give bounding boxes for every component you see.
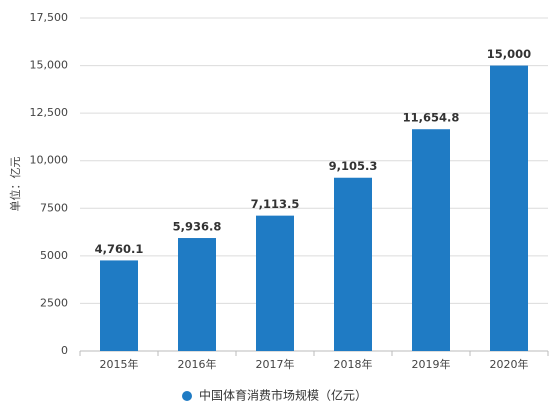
value-label: 9,105.3 [329,159,378,173]
bar [256,215,294,351]
x-tick-label: 2016年 [178,357,217,371]
bar [334,177,372,351]
legend-marker [182,391,192,401]
y-tick-label: 2500 [40,296,68,309]
bar [178,238,216,351]
y-axis-label: 单位：亿元 [8,157,22,212]
y-tick-label: 10,000 [30,154,69,167]
y-tick-label: 15,000 [30,59,69,72]
value-label: 15,000 [487,47,531,61]
x-tick-label: 2019年 [412,357,451,371]
legend-label: 中国体育消费市场规模（亿元） [199,388,367,403]
value-label: 7,113.5 [251,197,300,211]
y-tick-label: 12,500 [30,106,69,119]
bar [412,129,450,351]
y-tick-label: 7500 [40,201,68,214]
x-tick-label: 2017年 [256,357,295,371]
y-tick-label: 0 [61,344,68,357]
x-tick-label: 2020年 [490,357,529,371]
y-tick-label: 5000 [40,249,68,262]
bar [100,260,138,351]
x-tick-label: 2018年 [334,357,373,371]
bar [490,65,528,352]
x-tick-label: 2015年 [100,357,139,371]
value-label: 11,654.8 [403,111,460,125]
value-label: 4,760.1 [95,242,144,256]
value-label: 5,936.8 [173,220,222,234]
y-tick-label: 17,500 [30,11,69,24]
